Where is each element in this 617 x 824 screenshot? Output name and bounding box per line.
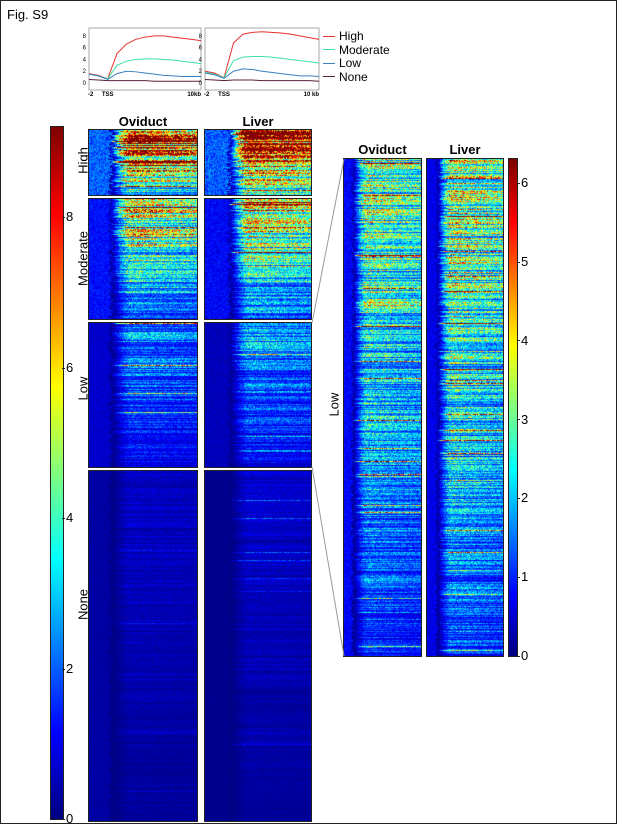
heatmap-liver-low: [204, 322, 312, 468]
colorbar-low-tick-label: 1: [521, 569, 529, 585]
colorbar-tick-mark: [517, 577, 520, 579]
colorbar-low-tick-label: 4: [521, 332, 529, 348]
heatmap-oviduct-high: [88, 129, 198, 196]
heatmap-oviduct-low-zoom: [343, 158, 422, 657]
legend-swatch: [323, 49, 335, 50]
legend-swatch: [323, 62, 335, 64]
profile-plot-liver: 0 2 4 6 8 -2 TSS 10 kb: [199, 27, 320, 98]
colorbar-low-tick-label: 5: [521, 253, 529, 269]
colorbar-tick-mark: [62, 217, 65, 219]
x-tick-label: -2: [88, 92, 94, 98]
colorbar-tick-mark: [517, 498, 520, 500]
y-tick-label: 6: [83, 46, 87, 52]
series-line-none: [88, 78, 201, 82]
colorbar-main-tick-label: 2: [66, 660, 74, 676]
colorbar-main-tick-label: 6: [66, 359, 74, 375]
y-tick-label: 4: [83, 57, 87, 63]
colorbar-tick-mark: [517, 340, 520, 342]
profile-plot-oviduct: 0 2 4 6 8 -2 TSS 10kb: [83, 27, 202, 98]
colorbar-main-tick-label: 4: [66, 510, 74, 526]
y-tick-label: 0: [83, 81, 87, 87]
header-liver: Liver: [242, 114, 274, 129]
y-tick-label: 4: [199, 57, 203, 63]
series-line-low: [88, 70, 201, 81]
colorbar-low-tick-label: 3: [521, 411, 529, 427]
legend-item-low: Low: [323, 56, 361, 70]
heatmap-liver-high: [204, 129, 312, 196]
colorbar-main: [50, 126, 64, 820]
legend-item-high: High: [323, 29, 364, 43]
colorbar-main-tick-label: 0: [66, 811, 74, 824]
x-tick-label: TSS: [218, 92, 230, 98]
legend-item-moderate: Moderate: [323, 43, 390, 57]
group-label-low-zoom: Low: [326, 392, 342, 417]
header-oviduct-low: Oviduct: [358, 142, 407, 157]
heatmap-liver-low-zoom: [426, 158, 504, 657]
y-tick-label: 8: [83, 34, 87, 40]
header-liver-low: Liver: [449, 142, 481, 157]
y-tick-label: 2: [199, 69, 203, 75]
y-tick-label: 8: [199, 34, 203, 40]
x-tick-label: -2: [204, 92, 210, 98]
colorbar-tick-mark: [517, 182, 520, 184]
x-tick-label: 10 kb: [304, 92, 320, 98]
plot-frame: [204, 27, 320, 91]
legend-label: None: [339, 69, 368, 84]
x-tick-label: 10kb: [187, 92, 201, 98]
heatmap-liver-moderate: [204, 198, 312, 320]
heatmap-oviduct-moderate: [88, 198, 198, 320]
series-line-none: [204, 78, 320, 82]
legend-swatch: [323, 76, 335, 77]
y-tick-label: 6: [199, 46, 203, 52]
profile-plots: 0 2 4 6 8 -2 TSS 10kb 0 2 4 6 8 -2 TSS 10 kb: [83, 27, 320, 98]
colorbar-low: [508, 158, 518, 657]
heatmap-oviduct-none: [88, 470, 198, 822]
legend-label: Moderate: [339, 42, 390, 57]
colorbar-tick-mark: [62, 819, 65, 820]
y-tick-label: 0: [199, 81, 203, 87]
colorbar-tick-mark: [517, 261, 520, 263]
colorbar-low-tick-label: 6: [521, 174, 529, 190]
colorbar-main-tick-label: 8: [66, 209, 74, 225]
colorbar-low-tick-label: 0: [521, 648, 529, 664]
heatmap-oviduct-low: [88, 322, 198, 468]
colorbar-low-tick-label: 2: [521, 490, 529, 506]
colorbar-tick-mark: [517, 656, 520, 657]
figure-label: Fig. S9: [7, 7, 49, 22]
y-tick-label: 2: [83, 69, 87, 75]
legend-swatch: [323, 35, 335, 37]
legend-label: High: [339, 29, 364, 43]
colorbar-tick-mark: [517, 419, 520, 421]
heatmap-liver-none: [204, 470, 312, 822]
legend-item-none: None: [323, 70, 368, 84]
colorbar-tick-mark: [62, 668, 65, 670]
header-oviduct: Oviduct: [118, 114, 168, 129]
colorbar-tick-mark: [62, 367, 65, 369]
x-tick-label: TSS: [102, 92, 114, 98]
colorbar-tick-mark: [62, 518, 65, 520]
series-line-low: [204, 68, 320, 79]
legend-label: Low: [339, 56, 362, 70]
